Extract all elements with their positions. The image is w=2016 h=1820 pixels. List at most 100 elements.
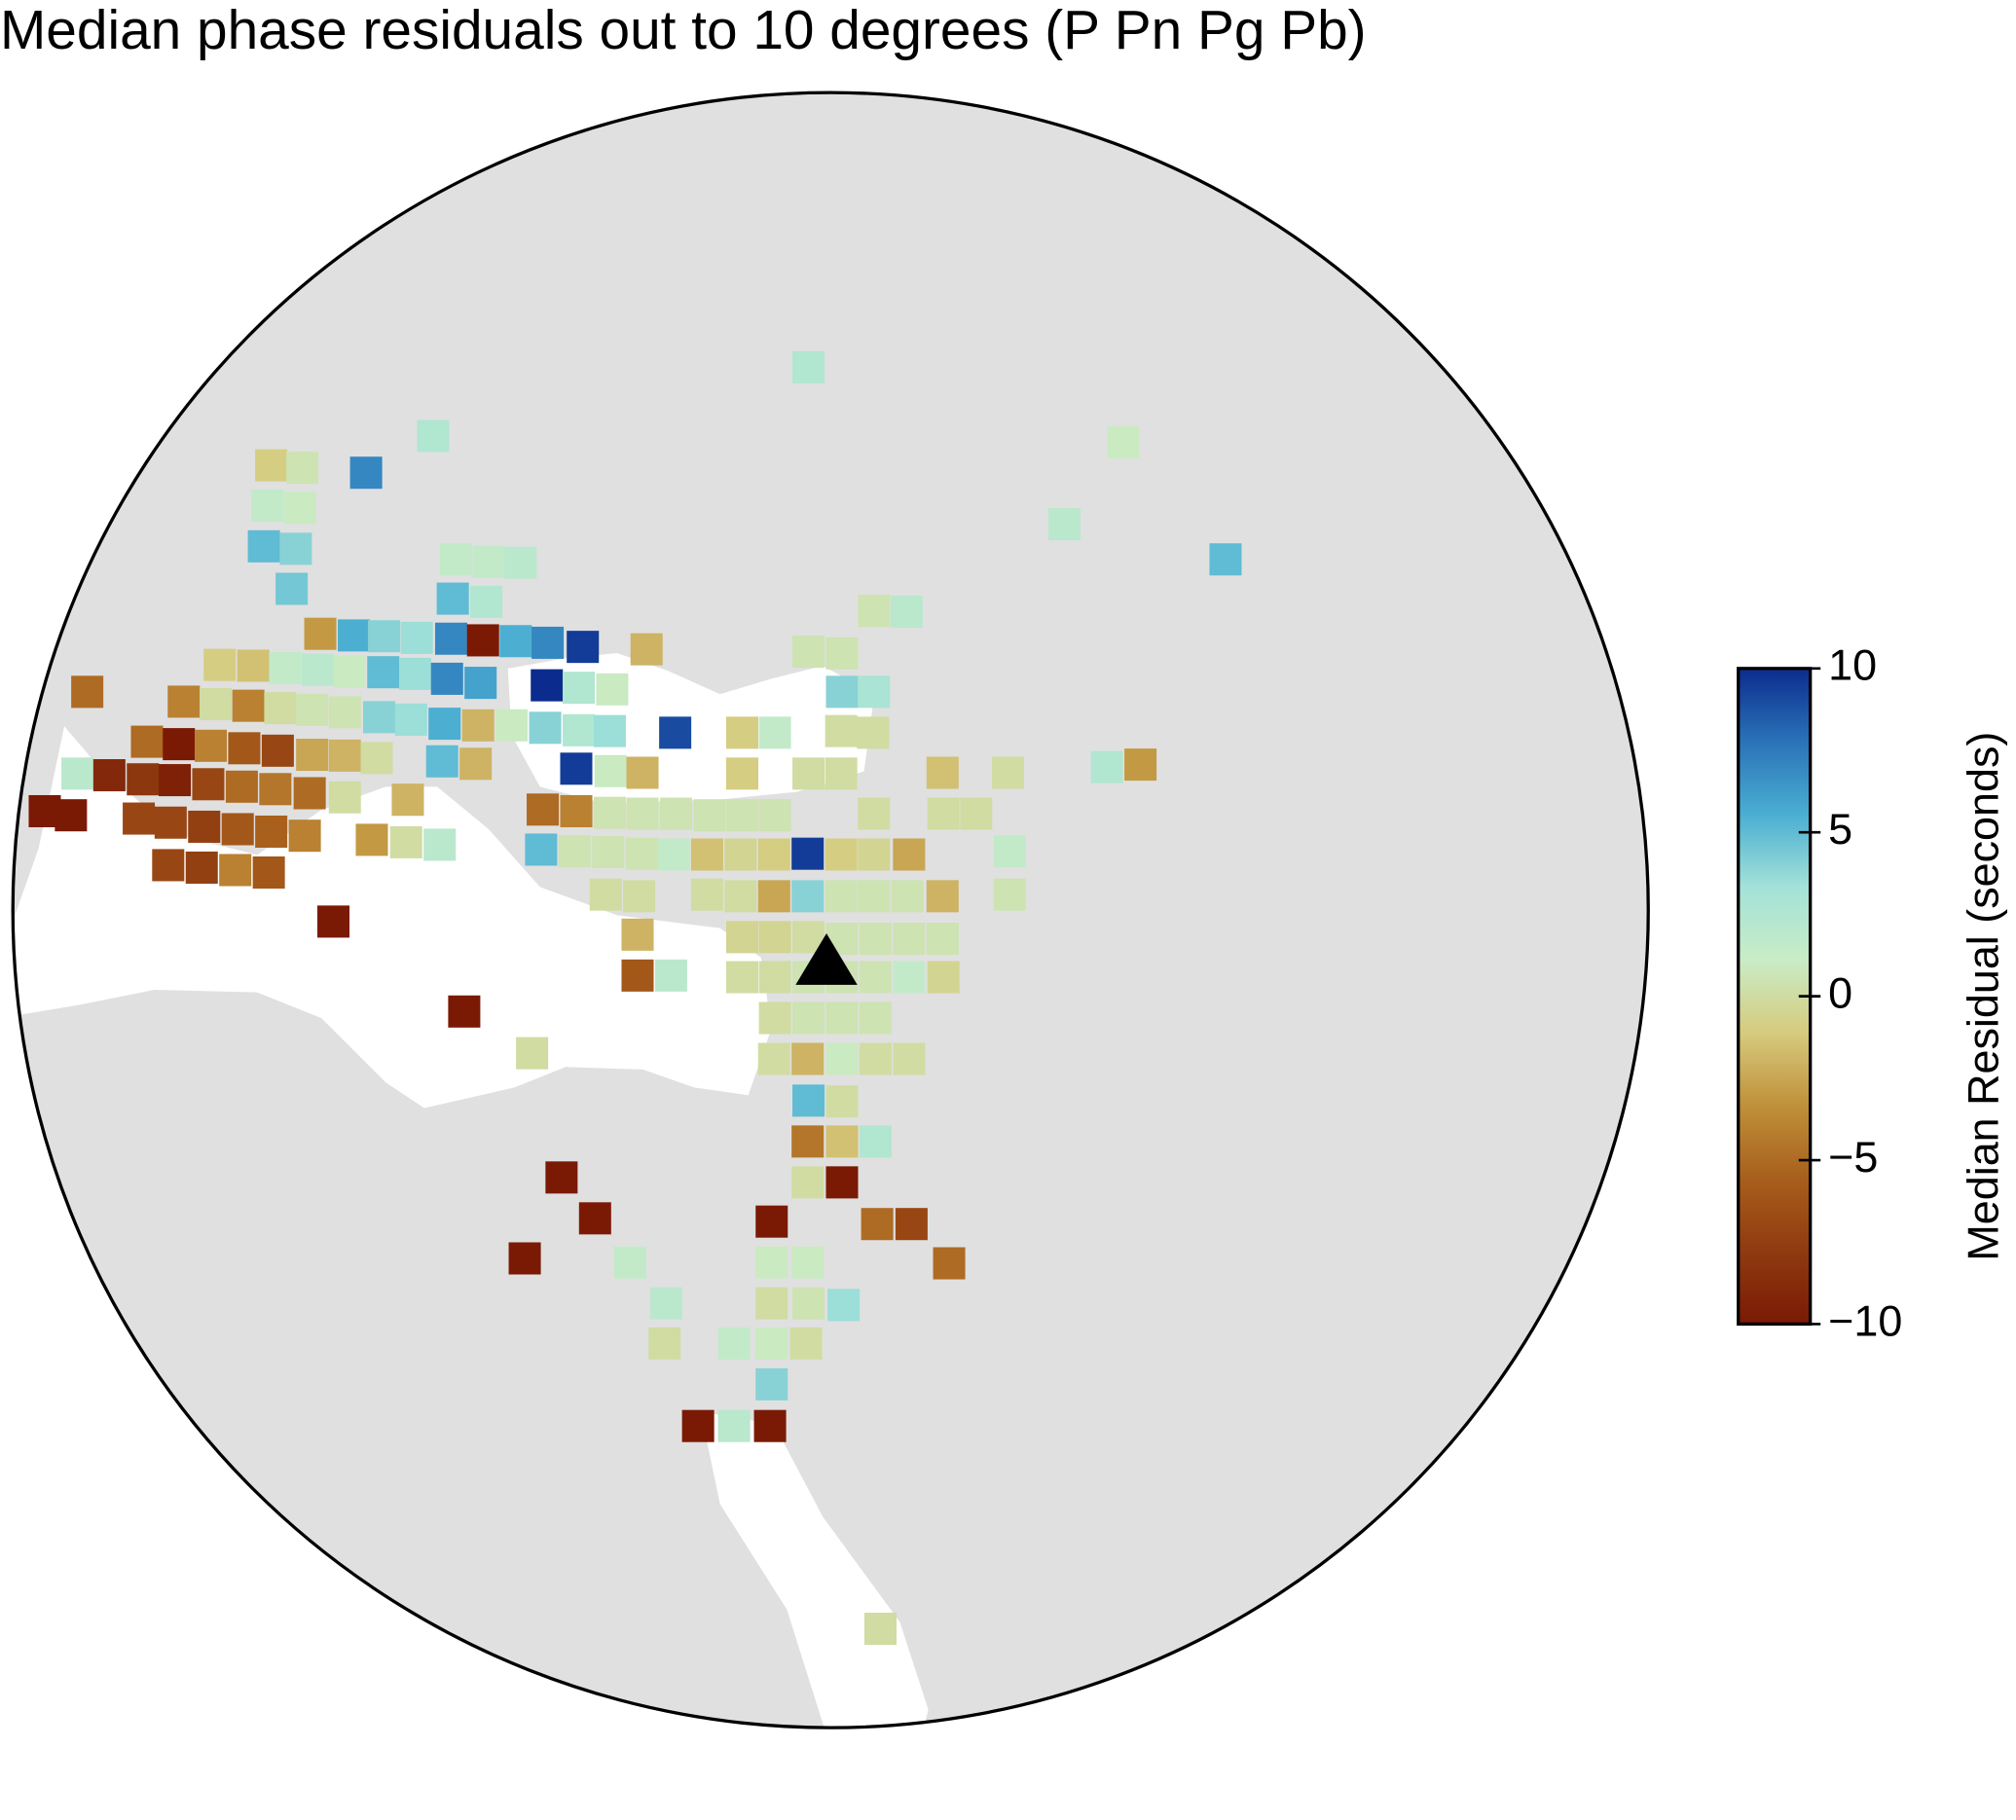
residual-cell: [859, 1042, 892, 1075]
residual-cell: [232, 689, 265, 722]
residual-cell: [219, 854, 252, 887]
residual-cell: [825, 880, 858, 913]
residual-cell: [648, 1327, 681, 1360]
residual-cell: [252, 855, 285, 890]
residual-cell: [725, 757, 759, 790]
residual-cell: [558, 835, 591, 868]
residual-cell: [203, 648, 237, 681]
residual-cell: [255, 449, 288, 482]
mediterranean: [13, 726, 772, 1109]
residual-cell: [649, 1287, 682, 1320]
residual-cell: [259, 773, 292, 806]
residual-cell: [724, 838, 757, 871]
residual-cell: [758, 716, 791, 749]
residual-cell: [693, 799, 726, 832]
map: [13, 92, 1649, 1729]
residual-cell: [791, 1166, 825, 1199]
residual-cell: [659, 797, 692, 830]
residual-cell: [560, 752, 593, 785]
residual-cell: [328, 739, 361, 772]
overlay: [795, 932, 858, 985]
residual-cell: [657, 838, 690, 871]
residual-cell: [400, 621, 433, 654]
residual-cell: [725, 961, 759, 994]
residual-cell: [261, 734, 294, 767]
residual-cell: [690, 878, 723, 911]
residual-cell: [167, 685, 201, 718]
colorbar-label: Median Residual (seconds): [1958, 732, 2007, 1261]
residual-cell: [288, 819, 321, 853]
residual-cell: [792, 1001, 825, 1035]
residual-cell: [791, 1042, 825, 1075]
residual-cell: [296, 693, 329, 726]
residual-cell: [578, 1202, 611, 1235]
residual-cell: [626, 756, 659, 789]
residual-cell: [448, 995, 481, 1028]
residual-cell: [363, 701, 396, 734]
residual-cell: [993, 878, 1026, 911]
residual-cell: [992, 756, 1025, 789]
residual-cell: [613, 1246, 646, 1279]
residual-cell: [926, 756, 959, 789]
residual-cell: [495, 709, 529, 742]
residual-cell: [430, 662, 463, 695]
residual-cell: [825, 838, 858, 871]
residual-cell: [859, 961, 892, 994]
residual-cell: [545, 1161, 578, 1194]
residual-cell: [221, 813, 254, 846]
residual-cell: [621, 959, 654, 992]
residual-cell: [562, 713, 596, 746]
residual-cell: [893, 1042, 926, 1075]
map-frame: [11, 91, 1650, 1729]
residual-cell: [436, 582, 469, 615]
residual-cell: [893, 838, 926, 871]
residual-cell: [250, 489, 283, 522]
residual-cell: [792, 1084, 825, 1117]
residual-cell: [926, 923, 959, 956]
residual-cell: [630, 633, 663, 666]
residual-cell: [163, 728, 196, 761]
residual-cell: [960, 797, 993, 830]
residual-cell: [593, 796, 626, 829]
residual-cell: [791, 880, 825, 913]
residual-cell: [391, 783, 424, 817]
residual-cell: [304, 617, 337, 650]
residual-cell: [758, 1001, 791, 1035]
colorbar-tick-label: 0: [1828, 967, 1852, 1017]
residual-cell: [417, 419, 450, 453]
residual-cell: [328, 781, 361, 814]
residual-cell: [625, 837, 658, 870]
residual-cell: [861, 1208, 894, 1241]
residual-cell: [130, 725, 164, 758]
residual-cell: [895, 1208, 928, 1241]
residual-cell: [516, 1037, 549, 1070]
residual-cell: [858, 838, 891, 871]
residual-cell: [367, 656, 400, 689]
residual-cell: [724, 880, 757, 913]
colorbar-tick-label: 5: [1828, 804, 1852, 854]
residual-cell: [283, 491, 316, 525]
residual-cell: [758, 961, 791, 994]
residual-cell: [589, 878, 622, 911]
residual-cell: [525, 833, 558, 866]
residual-cell: [1107, 426, 1140, 459]
residual-cell: [757, 1042, 790, 1075]
residual-cell: [200, 687, 233, 720]
residual-cell: [825, 714, 858, 747]
colorbar-ramp: [1737, 667, 1813, 1327]
residual-cell: [755, 1246, 788, 1279]
colorbar: −10 −5 0 5 10: [1737, 640, 1902, 1345]
residual-cell: [527, 793, 560, 826]
residual-cell: [755, 1367, 788, 1401]
residual-cell: [286, 452, 319, 485]
residual-cell: [755, 1205, 788, 1238]
residual-cell: [859, 1001, 892, 1035]
residual-cell: [594, 754, 627, 787]
residual-cell: [725, 799, 759, 832]
residual-cell: [368, 620, 401, 653]
residual-cell: [302, 653, 335, 686]
residual-cell: [152, 849, 185, 882]
residual-cell: [1124, 748, 1157, 782]
colorbar-tick-label: −5: [1828, 1132, 1878, 1182]
residual-cell: [499, 625, 532, 658]
